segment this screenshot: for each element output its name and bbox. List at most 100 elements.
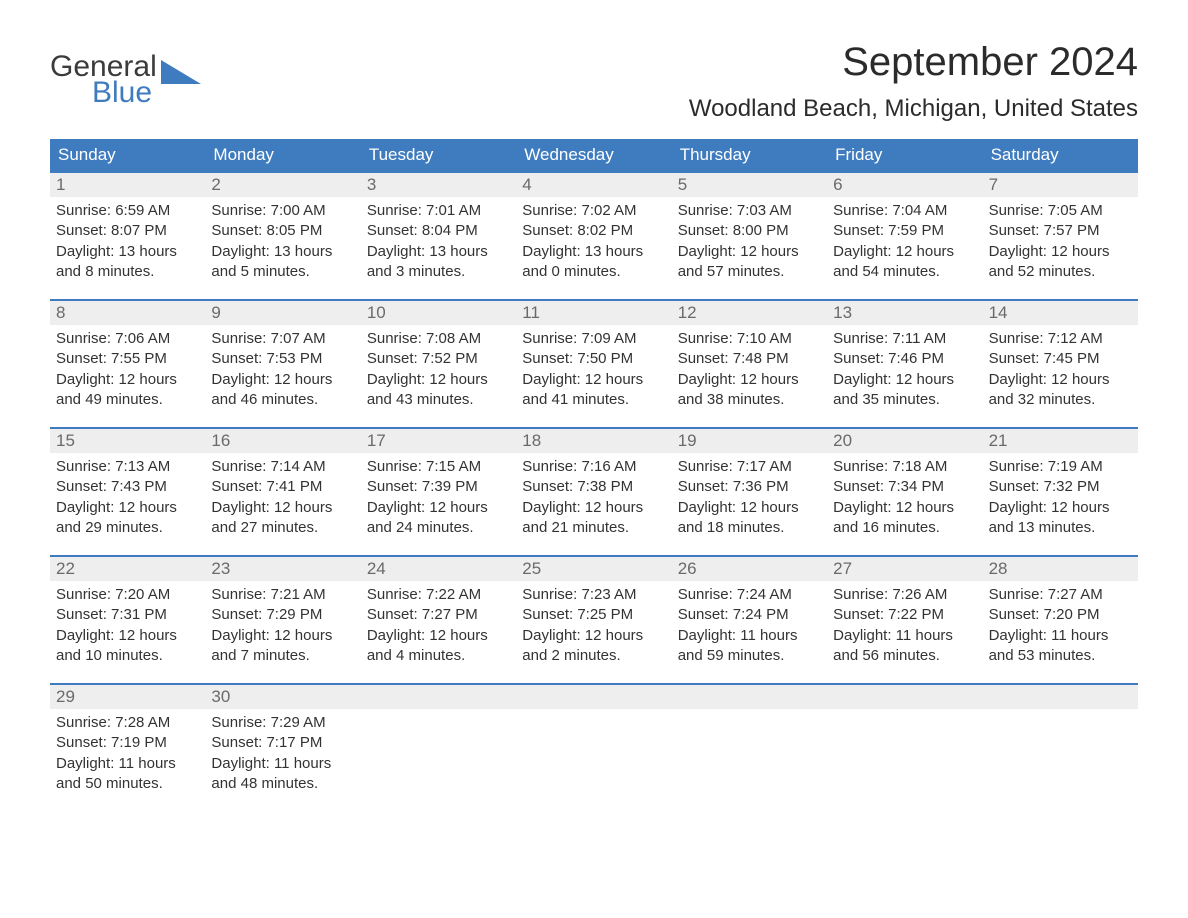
day-number-bar: 22 [50,557,205,581]
sunrise-text: Sunrise: 7:26 AM [833,585,976,605]
day-number-bar: 26 [672,557,827,581]
daylight-text: Daylight: 12 hours and 57 minutes. [678,242,821,283]
sunrise-text: Sunrise: 6:59 AM [56,201,199,221]
calendar-cell-empty [827,683,982,811]
sunrise-text: Sunrise: 7:15 AM [367,457,510,477]
calendar-cell: 10Sunrise: 7:08 AMSunset: 7:52 PMDayligh… [361,299,516,427]
day-number-bar: 14 [983,301,1138,325]
calendar-cell: 14Sunrise: 7:12 AMSunset: 7:45 PMDayligh… [983,299,1138,427]
daylight-text: Daylight: 12 hours and 35 minutes. [833,370,976,411]
cell-body: Sunrise: 7:23 AMSunset: 7:25 PMDaylight:… [516,581,671,666]
sunset-text: Sunset: 7:36 PM [678,477,821,497]
sunrise-text: Sunrise: 7:07 AM [211,329,354,349]
daylight-text: Daylight: 12 hours and 49 minutes. [56,370,199,411]
sunrise-text: Sunrise: 7:29 AM [211,713,354,733]
cell-body: Sunrise: 7:17 AMSunset: 7:36 PMDaylight:… [672,453,827,538]
day-number-bar: 6 [827,173,982,197]
sunrise-text: Sunrise: 7:09 AM [522,329,665,349]
logo: General Blue [50,40,201,110]
dow-header: Saturday [983,139,1138,171]
calendar-cell: 15Sunrise: 7:13 AMSunset: 7:43 PMDayligh… [50,427,205,555]
dow-header: Monday [205,139,360,171]
calendar-cell-empty [361,683,516,811]
daylight-text: Daylight: 13 hours and 8 minutes. [56,242,199,283]
month-title: September 2024 [689,40,1138,85]
calendar-cell: 13Sunrise: 7:11 AMSunset: 7:46 PMDayligh… [827,299,982,427]
day-number: 23 [211,559,230,578]
sunset-text: Sunset: 7:24 PM [678,605,821,625]
sunset-text: Sunset: 7:59 PM [833,221,976,241]
day-number: 2 [211,175,220,194]
day-number: 25 [522,559,541,578]
sunset-text: Sunset: 7:19 PM [56,733,199,753]
dow-header: Tuesday [361,139,516,171]
day-number: 3 [367,175,376,194]
sunset-text: Sunset: 7:45 PM [989,349,1132,369]
title-block: September 2024 Woodland Beach, Michigan,… [689,40,1138,123]
calendar-cell: 18Sunrise: 7:16 AMSunset: 7:38 PMDayligh… [516,427,671,555]
calendar-cell: 24 Sunrise: 7:22 AMSunset: 7:27 PMDayligh… [361,555,516,683]
cell-body: Sunrise: 7:00 AMSunset: 8:05 PMDaylight:… [205,197,360,282]
sunrise-text: Sunrise: 7:08 AM [367,329,510,349]
day-number: 30 [211,687,230,706]
day-number: 8 [56,303,65,322]
day-number: 6 [833,175,842,194]
cell-body: Sunrise: 7:14 AMSunset: 7:41 PMDaylight:… [205,453,360,538]
daylight-text: Daylight: 12 hours and 18 minutes. [678,498,821,539]
daylight-text: Daylight: 11 hours and 50 minutes. [56,754,199,795]
sunrise-text: Sunrise: 7:13 AM [56,457,199,477]
sunset-text: Sunset: 7:46 PM [833,349,976,369]
day-number-bar [827,685,982,709]
sunrise-text: Sunrise: 7:11 AM [833,329,976,349]
day-number: 16 [211,431,230,450]
daylight-text: Daylight: 12 hours and 32 minutes. [989,370,1132,411]
sunset-text: Sunset: 7:38 PM [522,477,665,497]
cell-body: Sunrise: 7:24 AMSunset: 7:24 PMDaylight:… [672,581,827,666]
daylight-text: Daylight: 12 hours and 27 minutes. [211,498,354,539]
cell-body: Sunrise: 7:02 AMSunset: 8:02 PMDaylight:… [516,197,671,282]
day-number-bar: 24 [361,557,516,581]
sunrise-text: Sunrise: 7:02 AM [522,201,665,221]
sunrise-text: Sunrise: 7:18 AM [833,457,976,477]
daylight-text: Daylight: 12 hours and 24 minutes. [367,498,510,539]
day-number-bar: 11 [516,301,671,325]
cell-body: Sunrise: 7:07 AMSunset: 7:53 PMDaylight:… [205,325,360,410]
day-number: 1 [56,175,65,194]
cell-body: Sunrise: 7:15 AMSunset: 7:39 PMDaylight:… [361,453,516,538]
calendar-cell: 7Sunrise: 7:05 AMSunset: 7:57 PMDaylight… [983,171,1138,299]
daylight-text: Daylight: 13 hours and 0 minutes. [522,242,665,283]
daylight-text: Daylight: 12 hours and 13 minutes. [989,498,1132,539]
sunrise-text: Sunrise: 7:23 AM [522,585,665,605]
calendar-cell: 8Sunrise: 7:06 AMSunset: 7:55 PMDaylight… [50,299,205,427]
daylight-text: Daylight: 12 hours and 43 minutes. [367,370,510,411]
cell-body: Sunrise: 7:01 AMSunset: 8:04 PMDaylight:… [361,197,516,282]
sunrise-text: Sunrise: 7:22 AM [367,585,510,605]
day-number: 9 [211,303,220,322]
sunset-text: Sunset: 7:27 PM [367,605,510,625]
day-number-bar: 25 [516,557,671,581]
calendar-cell: 21Sunrise: 7:19 AMSunset: 7:32 PMDayligh… [983,427,1138,555]
cell-body: Sunrise: 7:19 AMSunset: 7:32 PMDaylight:… [983,453,1138,538]
logo-text-blue: Blue [92,76,201,110]
calendar-cell: 30 Sunrise: 7:29 AMSunset: 7:17 PMDayligh… [205,683,360,811]
day-number: 20 [833,431,852,450]
cell-body: Sunrise: 7:09 AMSunset: 7:50 PMDaylight:… [516,325,671,410]
day-number: 26 [678,559,697,578]
cell-body: Sunrise: 7:29 AMSunset: 7:17 PMDaylight:… [205,709,360,794]
daylight-text: Daylight: 12 hours and 10 minutes. [56,626,199,667]
day-number-bar: 16 [205,429,360,453]
day-number-bar: 1 [50,173,205,197]
calendar-cell-empty [672,683,827,811]
daylight-text: Daylight: 12 hours and 4 minutes. [367,626,510,667]
day-number: 24 [367,559,386,578]
sunrise-text: Sunrise: 7:17 AM [678,457,821,477]
sunset-text: Sunset: 7:34 PM [833,477,976,497]
cell-body: Sunrise: 7:22 AMSunset: 7:27 PMDaylight:… [361,581,516,666]
day-number: 17 [367,431,386,450]
sunset-text: Sunset: 7:17 PM [211,733,354,753]
dow-header: Thursday [672,139,827,171]
sunrise-text: Sunrise: 7:27 AM [989,585,1132,605]
calendar-cell: 27Sunrise: 7:26 AMSunset: 7:22 PMDayligh… [827,555,982,683]
sunrise-text: Sunrise: 7:01 AM [367,201,510,221]
cell-body: Sunrise: 7:26 AMSunset: 7:22 PMDaylight:… [827,581,982,666]
